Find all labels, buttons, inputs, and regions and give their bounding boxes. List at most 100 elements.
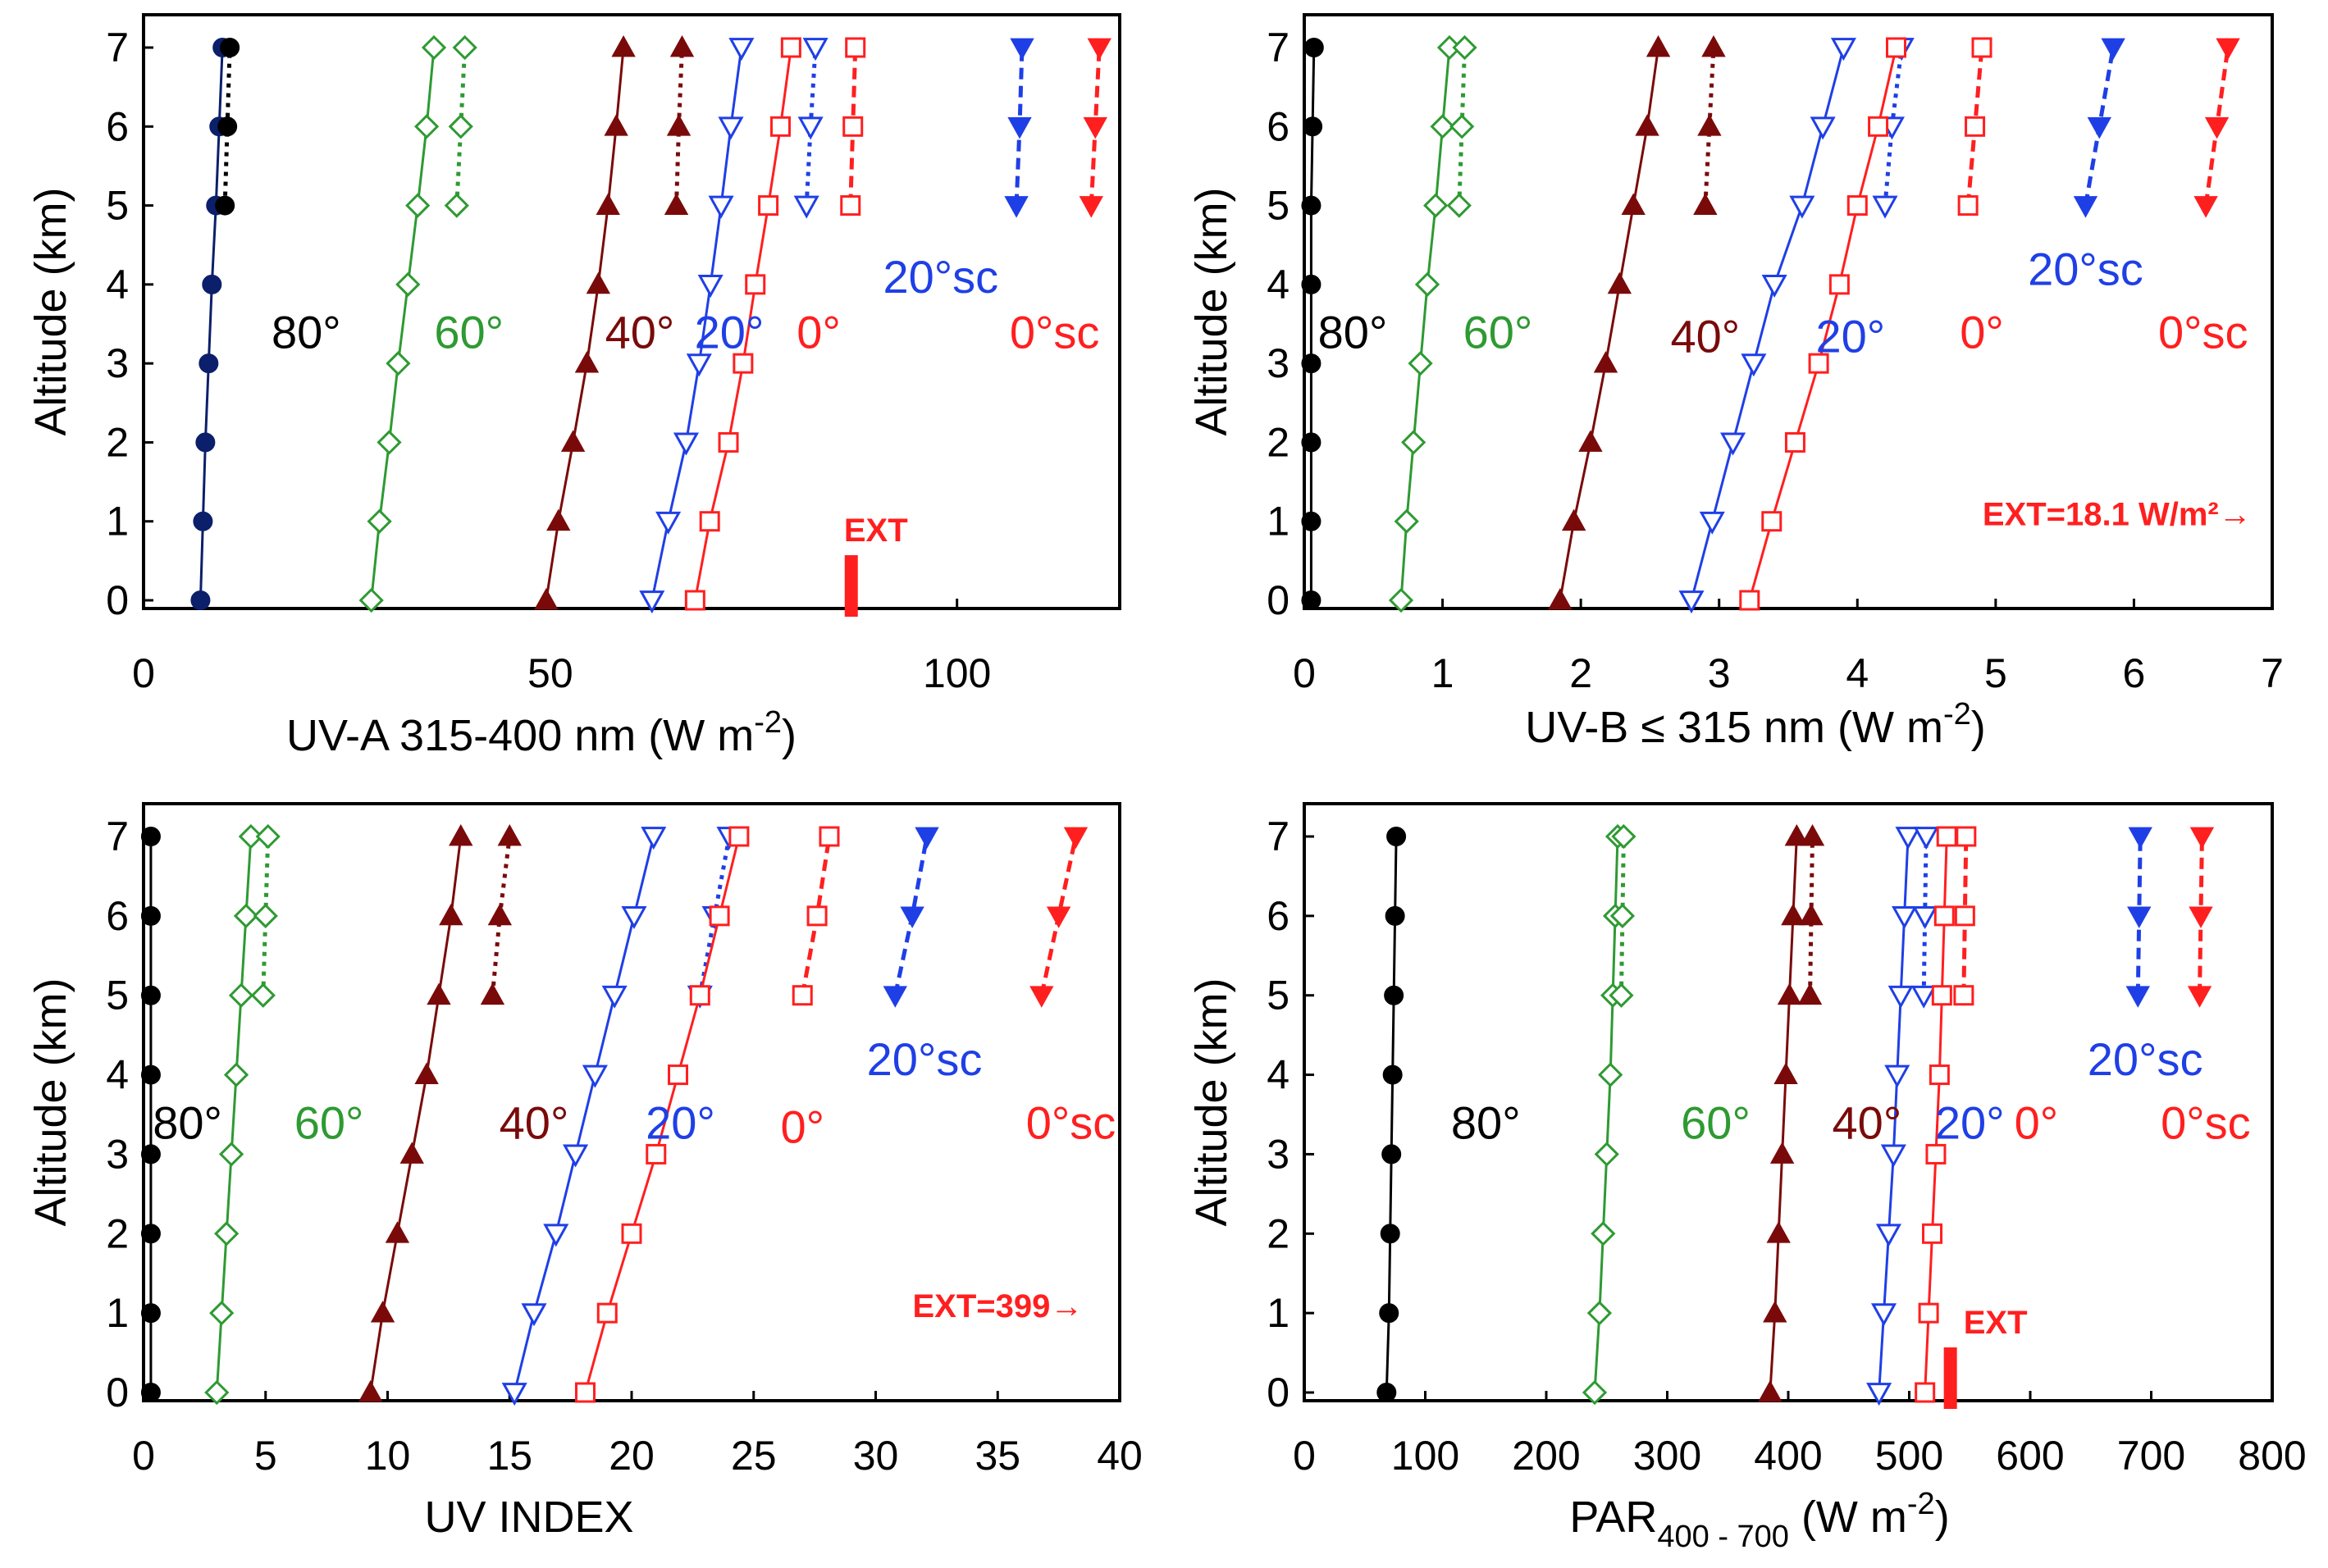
x-tick-label: 100: [923, 650, 991, 696]
data-point: [1880, 1144, 1906, 1168]
data-point: [1875, 1224, 1901, 1247]
data-point: [915, 827, 939, 850]
data-point: [1562, 508, 1586, 531]
data-point: [2187, 986, 2212, 1008]
data-point: [1379, 1303, 1399, 1324]
data-point: [1766, 1221, 1791, 1243]
data-point: [1029, 986, 1054, 1008]
data-point: [140, 1303, 161, 1324]
data-point: [1971, 37, 1992, 58]
data-point: [1720, 432, 1746, 456]
series-40-dotted: [1797, 823, 1825, 1005]
data-point: [1781, 903, 1805, 926]
series-line: [1385, 836, 1398, 1393]
data-point: [140, 1224, 161, 1244]
x-tick-label: 15: [486, 1433, 532, 1479]
data-point: [1449, 114, 1475, 139]
series-line: [584, 836, 741, 1393]
series-label-20: 20°: [646, 1097, 715, 1149]
y-tick-label: 1: [106, 499, 129, 545]
data-point: [501, 1383, 527, 1406]
series-line: [1748, 47, 1897, 601]
x-tick-label: 3: [1708, 650, 1731, 696]
y-tick-label: 3: [1267, 1131, 1290, 1177]
x-tick-label: 25: [731, 1433, 777, 1479]
x-tick-label: 4: [1846, 650, 1869, 696]
data-point: [1892, 905, 1918, 929]
x-tick-label: 35: [975, 1433, 1020, 1479]
data-point: [1915, 1382, 1936, 1403]
data-point: [1408, 351, 1433, 376]
data-point: [621, 1223, 642, 1244]
data-point: [733, 353, 754, 374]
data-point: [596, 1302, 618, 1324]
y-tick-label: 2: [1267, 419, 1290, 465]
series-60-dotted: [1446, 34, 1477, 218]
data-point: [1769, 1142, 1795, 1164]
y-tick-label: 0: [1267, 1370, 1290, 1415]
data-point: [769, 116, 791, 137]
chart-panel-uvb: 0 1 2 3 4 5 6 7 0 1 2 3 4 5 6 7 Altitude (km) UV-B ≤ 315 …: [1187, 13, 2284, 752]
data-point: [370, 1301, 395, 1323]
series-20-sc: [883, 827, 939, 1008]
data-point: [452, 34, 477, 61]
data-point: [140, 905, 161, 926]
series-label-20: 20°: [1935, 1097, 2005, 1149]
data-point: [1872, 195, 1898, 219]
data-point: [1598, 1062, 1623, 1087]
series-0-sc: [2193, 38, 2240, 218]
series-label-20: 20°: [1816, 310, 1886, 362]
y-tick-label: 6: [1267, 893, 1290, 939]
data-point: [709, 905, 730, 927]
data-point: [487, 903, 513, 926]
data-point: [367, 508, 392, 534]
data-point: [2204, 116, 2230, 139]
series-80-: [140, 827, 161, 1402]
y-tick-label: 4: [106, 262, 129, 308]
data-point: [1884, 1064, 1910, 1088]
data-point: [1953, 985, 1974, 1006]
data-point: [664, 193, 689, 215]
data-point: [1646, 34, 1671, 57]
data-point: [444, 193, 469, 218]
series-line: [545, 47, 625, 601]
series-40-: [358, 823, 473, 1402]
data-point: [1384, 985, 1404, 1005]
series-80-dotted: [215, 38, 240, 216]
data-point: [1777, 982, 1802, 1005]
data-point: [574, 1382, 596, 1403]
x-axis-label: UV INDEX: [424, 1493, 633, 1542]
data-point: [255, 823, 281, 850]
data-point: [1381, 1144, 1402, 1165]
data-point: [1303, 116, 1323, 137]
data-point: [195, 432, 216, 453]
data-point: [718, 431, 739, 453]
series-line: [1769, 836, 1798, 1393]
x-tick-label: 800: [2238, 1433, 2306, 1479]
series-label-0: 0°: [780, 1101, 824, 1153]
data-point: [646, 1143, 667, 1165]
data-point: [377, 430, 402, 455]
data-point: [193, 511, 213, 531]
y-tick-label: 7: [1267, 814, 1290, 859]
data-point: [1046, 906, 1071, 928]
data-point: [1910, 985, 1937, 1009]
data-point: [1895, 827, 1921, 850]
data-point: [697, 274, 724, 298]
y-tick-label: 6: [106, 893, 129, 939]
data-point: [140, 1383, 161, 1402]
series-60-: [1388, 34, 1463, 613]
y-axis-label: Altitude (km): [1187, 187, 1236, 435]
data-point: [1808, 353, 1829, 374]
y-tick-label: 3: [106, 340, 129, 386]
data-point: [1956, 826, 1977, 847]
y-tick-label: 2: [106, 419, 129, 465]
series-20-sc: [2073, 38, 2125, 218]
data-point: [1635, 114, 1659, 136]
series-20-: [1678, 38, 1856, 614]
data-point: [399, 1142, 424, 1164]
data-point: [797, 116, 824, 140]
series-label-40: 40°: [500, 1097, 569, 1149]
data-point: [218, 1142, 244, 1167]
